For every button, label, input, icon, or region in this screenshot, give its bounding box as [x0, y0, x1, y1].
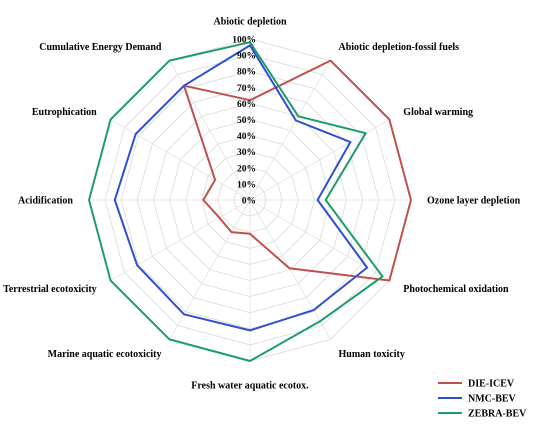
tick-label: 60%: [237, 100, 256, 110]
axis-spoke: [110, 199, 251, 281]
axis-label: Photochemical oxidation: [403, 284, 509, 295]
axis-label: Eutrophication: [32, 107, 97, 118]
legend-label: ZEBRA-BEV: [468, 409, 527, 420]
series-line-zebra-bev: [88, 41, 384, 362]
axis-label-layer: Abiotic depletion Abiotic depletion-fossi…: [3, 17, 520, 392]
series-line-nmc-bev: [113, 44, 369, 332]
tick-label: 0%: [242, 197, 256, 207]
series-layer: [88, 41, 412, 362]
axis-spoke: [169, 199, 251, 340]
series-line-die-icev: [183, 59, 412, 282]
axis-label: Marine aquatic ecotoxicity: [48, 349, 162, 360]
axis-label: Fresh water aquatic ecotox.: [191, 381, 309, 392]
axis-label: Ozone layer depletion: [427, 196, 521, 207]
axis-spoke: [169, 60, 251, 201]
tick-label: 30%: [237, 148, 256, 158]
axis-spoke: [249, 60, 331, 201]
tick-label: 90%: [237, 52, 256, 62]
tick-label: 20%: [237, 164, 256, 174]
axis-label: Abiotic depletion-fossil fuels: [339, 42, 460, 53]
tick-label: 50%: [237, 116, 256, 126]
tick-label-layer: 0% 10% 20% 30% 40% 50% 60% 70% 80% 90% 100%: [232, 36, 256, 207]
tick-label: 70%: [237, 84, 256, 94]
axis-label: Global warming: [403, 107, 473, 118]
axis-label: Abiotic depletion: [213, 17, 286, 28]
axis-label: Acidification: [18, 196, 73, 207]
axis-spoke: [249, 199, 390, 281]
axis-spoke: [110, 119, 251, 201]
tick-label: 10%: [237, 180, 256, 190]
axis-label: Terrestrial ecotoxicity: [3, 284, 97, 295]
axis-spoke: [249, 199, 331, 340]
axis-label: Cumulative Energy Demand: [39, 42, 162, 53]
legend: DIE-ICEV NMC-BEV ZEBRA-BEV: [438, 379, 527, 420]
tick-label: 40%: [237, 132, 256, 142]
axis-label: Human toxicity: [339, 349, 405, 360]
axis-spoke: [249, 119, 390, 201]
legend-label: NMC-BEV: [468, 394, 517, 405]
legend-label: DIE-ICEV: [468, 379, 515, 390]
tick-label: 80%: [237, 68, 256, 78]
tick-label: 100%: [232, 36, 256, 46]
